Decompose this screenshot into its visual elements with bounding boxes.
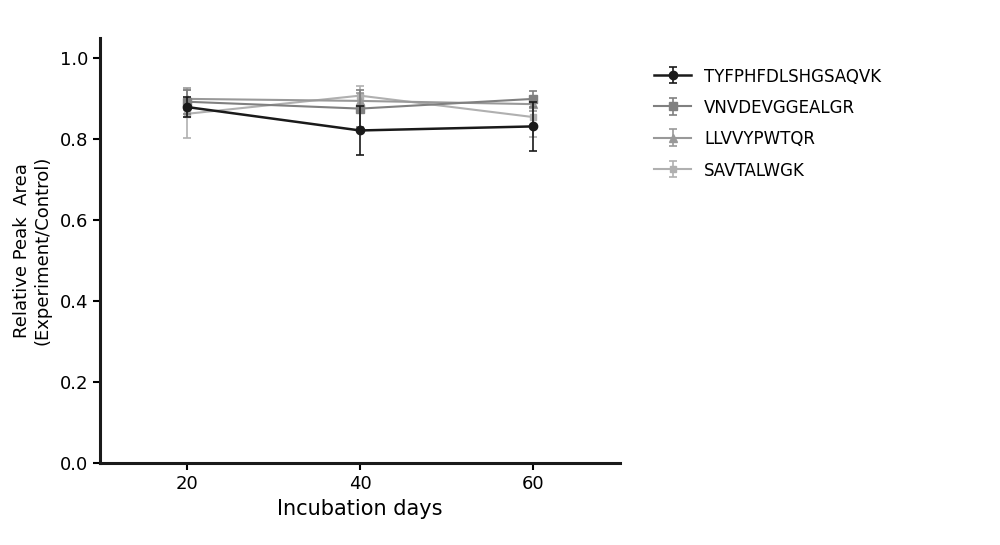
X-axis label: Incubation days: Incubation days (277, 499, 443, 519)
Legend: TYFPHFDLSHGSAQVK, VNVDEVGGEALGR, LLVVYPWTQR, SAVTALWGK: TYFPHFDLSHGSAQVK, VNVDEVGGEALGR, LLVVYPW… (646, 59, 890, 188)
Y-axis label: Relative Peak  Area
(Experiment/Control): Relative Peak Area (Experiment/Control) (13, 156, 51, 346)
